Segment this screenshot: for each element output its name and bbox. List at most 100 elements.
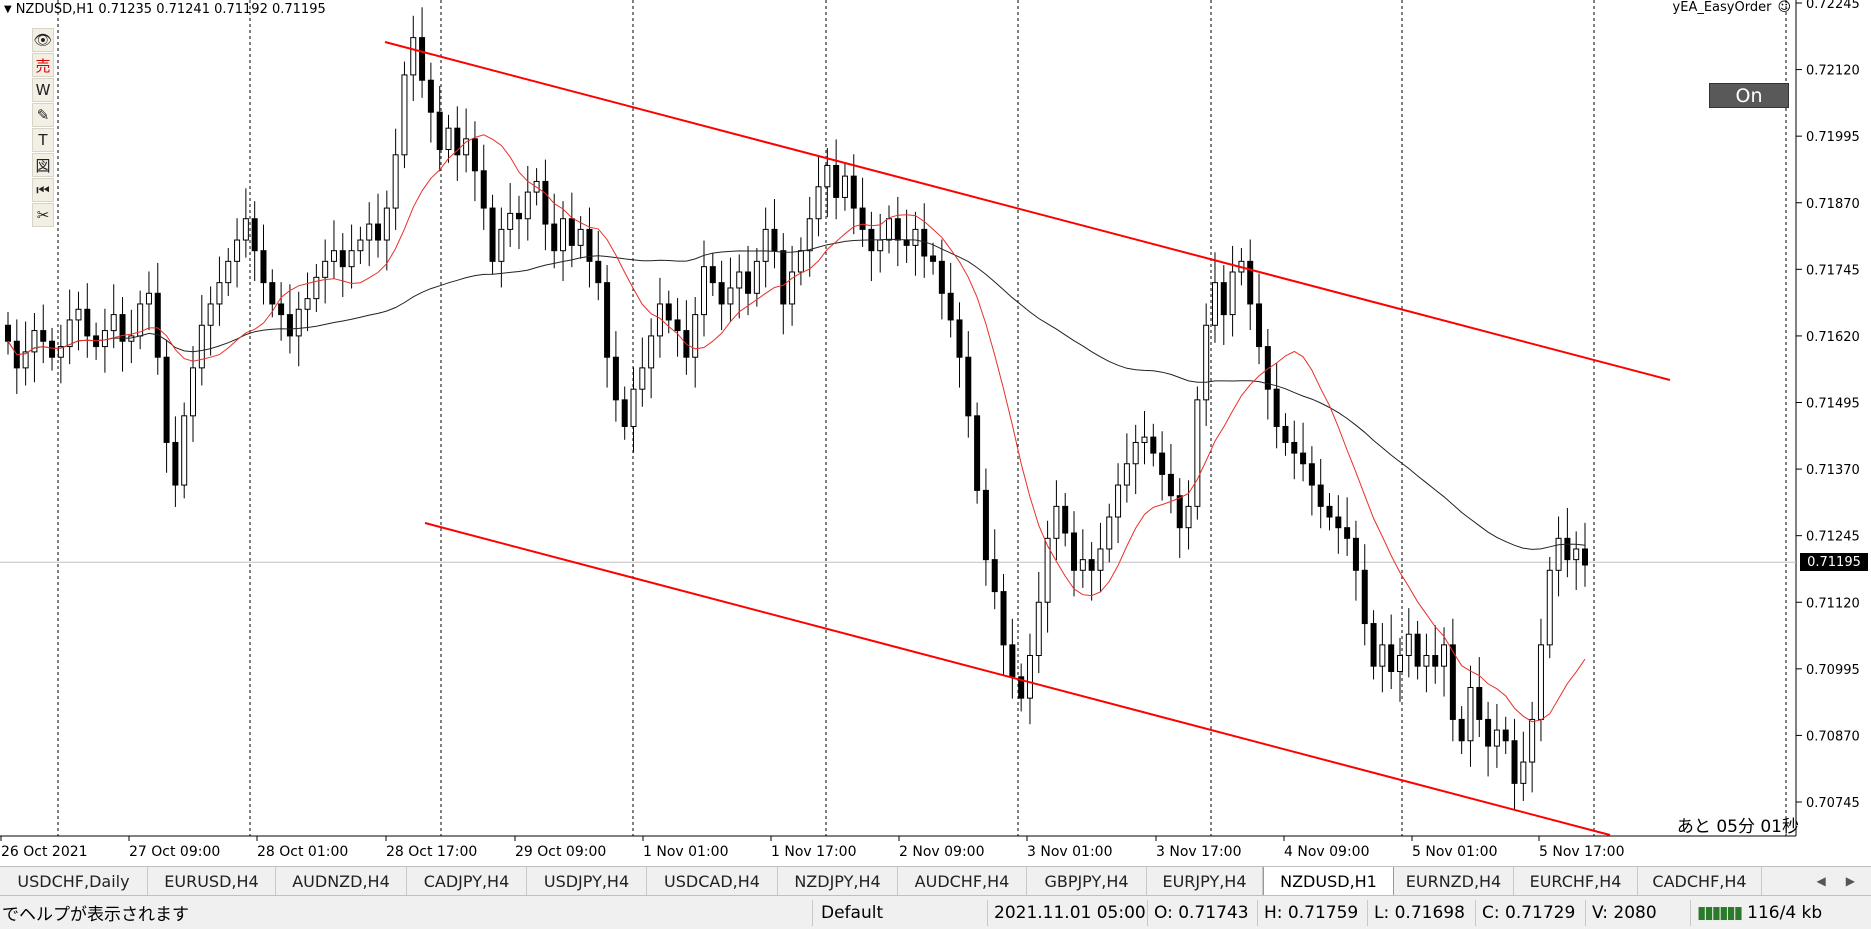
candle-body bbox=[806, 218, 813, 252]
candle-body bbox=[551, 223, 558, 252]
tab-eurjpy-h4[interactable]: EURJPY,H4 bbox=[1147, 867, 1263, 895]
tab-nzdjpy-h4[interactable]: NZDJPY,H4 bbox=[778, 867, 898, 895]
candle-body bbox=[1273, 388, 1280, 427]
time-tick-label: 28 Oct 01:00 bbox=[257, 844, 348, 860]
time-tick-label: 29 Oct 09:00 bbox=[515, 844, 606, 860]
ea-name: yEA_EasyOrder bbox=[1672, 0, 1772, 15]
candle-body bbox=[1546, 569, 1553, 646]
smile-icon: ☺ bbox=[1777, 0, 1791, 15]
sell-icon[interactable]: 売 bbox=[32, 53, 54, 77]
candle-body bbox=[1449, 644, 1456, 720]
candle-body bbox=[648, 335, 655, 369]
candle-body bbox=[515, 212, 522, 220]
eye-icon[interactable]: 👁 bbox=[32, 28, 54, 52]
candle-body bbox=[1053, 505, 1060, 539]
candle-body bbox=[436, 111, 443, 150]
tab-audchf-h4[interactable]: AUDCHF,H4 bbox=[898, 867, 1027, 895]
candle-body bbox=[745, 271, 752, 294]
dropdown-triangle-icon[interactable]: ▼ bbox=[4, 3, 12, 15]
candle-body bbox=[771, 228, 778, 252]
candle-body bbox=[1150, 436, 1157, 454]
tab-eurusd-h4[interactable]: EURUSD,H4 bbox=[148, 867, 276, 895]
candle-body bbox=[621, 399, 628, 427]
chart-header: ▼ NZDUSD,H1 0.71235 0.71241 0.71192 0.71… bbox=[0, 0, 326, 18]
status-volume: V: 2080 bbox=[1585, 899, 1690, 926]
tab-eurnzd-h4[interactable]: EURNZD,H4 bbox=[1394, 867, 1514, 895]
candle-body bbox=[31, 330, 38, 353]
pencil-icon[interactable]: ✎ bbox=[32, 103, 54, 127]
candle-body bbox=[1300, 452, 1307, 465]
rewind-icon[interactable]: ⏮ bbox=[32, 178, 54, 202]
remaining-time: あと 05分 01秒 bbox=[1676, 817, 1799, 837]
candle-body bbox=[1141, 436, 1148, 443]
candle-body bbox=[947, 292, 954, 321]
candle-body bbox=[1062, 505, 1069, 534]
candle-body bbox=[101, 330, 108, 348]
candle-body bbox=[419, 37, 426, 81]
candle-body bbox=[1291, 441, 1298, 454]
candle-body bbox=[1529, 718, 1536, 763]
tab-scroll-right-icon[interactable]: ▶ bbox=[1845, 874, 1855, 888]
candle-body bbox=[216, 282, 223, 305]
shape-icon[interactable]: 図 bbox=[32, 153, 54, 177]
text-icon[interactable]: T bbox=[32, 128, 54, 152]
ea-on-button[interactable]: On bbox=[1709, 83, 1789, 108]
tab-audnzd-h4[interactable]: AUDNZD,H4 bbox=[276, 867, 407, 895]
candle-body bbox=[295, 308, 302, 337]
price-tick-label: 0.71745 bbox=[1806, 263, 1860, 278]
tab-cadchf-h4[interactable]: CADCHF,H4 bbox=[1638, 867, 1762, 895]
wave-icon[interactable]: W bbox=[32, 78, 54, 102]
price-tick-label: 0.71120 bbox=[1806, 596, 1860, 611]
candle-body bbox=[727, 287, 734, 305]
candle-body bbox=[1159, 452, 1166, 475]
candle-body bbox=[110, 314, 117, 332]
ma-slow-line bbox=[7, 238, 1586, 550]
tab-nzdusd-h1[interactable]: NZDUSD,H1 bbox=[1263, 867, 1394, 895]
price-tick-label: 0.71870 bbox=[1806, 197, 1860, 212]
candle-body bbox=[1564, 537, 1571, 561]
candle-body bbox=[330, 250, 337, 262]
candle-body bbox=[49, 340, 56, 358]
candle-body bbox=[454, 127, 461, 156]
candle-body bbox=[1520, 761, 1527, 784]
candle-body bbox=[1203, 324, 1210, 401]
tab-eurchf-h4[interactable]: EURCHF,H4 bbox=[1514, 867, 1638, 895]
tab-usdjpy-h4[interactable]: USDJPY,H4 bbox=[527, 867, 647, 895]
candle-body bbox=[1106, 516, 1113, 550]
candle-body bbox=[982, 489, 989, 561]
candle-body bbox=[568, 218, 575, 246]
price-tick-label: 0.70870 bbox=[1806, 729, 1860, 744]
candle-body bbox=[524, 191, 531, 220]
candle-body bbox=[172, 441, 179, 486]
scissors-icon[interactable]: ✂ bbox=[32, 203, 54, 227]
candle-body bbox=[956, 319, 963, 358]
channel-lower-line bbox=[424, 522, 1611, 836]
tab-cadjpy-h4[interactable]: CADJPY,H4 bbox=[407, 867, 527, 895]
tab-scroll-left-icon[interactable]: ◀ bbox=[1816, 874, 1826, 888]
tab-usdcad-h4[interactable]: USDCAD,H4 bbox=[647, 867, 778, 895]
chart-area[interactable]: 0.72245 0.72120 0.71995 0.71870 0.71745 0.716… bbox=[0, 0, 1871, 866]
candle-body bbox=[57, 346, 64, 358]
candle-body bbox=[1115, 484, 1122, 518]
candle-body bbox=[1071, 532, 1078, 571]
candle-body bbox=[66, 319, 73, 348]
status-open: O: 0.71743 bbox=[1147, 899, 1257, 926]
candle-body bbox=[5, 324, 11, 342]
candle-body bbox=[1582, 548, 1588, 566]
chart-symbol: NZDUSD,H1 bbox=[15, 1, 95, 17]
candle-body bbox=[833, 164, 840, 198]
ea-label: yEA_EasyOrder ☺ bbox=[1673, 0, 1791, 15]
candle-body bbox=[718, 282, 725, 305]
candle-body bbox=[1476, 686, 1483, 720]
candle-body bbox=[498, 228, 505, 262]
candle-body bbox=[762, 228, 769, 262]
price-chart[interactable]: 0.72245 0.72120 0.71995 0.71870 0.71745 0.716… bbox=[0, 0, 1871, 866]
candle-body bbox=[22, 351, 29, 369]
traffic-bars-icon: ▮▮▮▮▮▮ bbox=[1697, 902, 1743, 923]
tab-usdchf-daily[interactable]: USDCHF,Daily bbox=[0, 867, 148, 895]
candle-body bbox=[974, 415, 981, 491]
status-traffic: ▮▮▮▮▮▮ 116/4 kb bbox=[1690, 899, 1831, 926]
tab-gbpjpy-h4[interactable]: GBPJPY,H4 bbox=[1027, 867, 1147, 895]
status-close: C: 0.71729 bbox=[1475, 899, 1585, 926]
candle-body bbox=[348, 250, 355, 268]
